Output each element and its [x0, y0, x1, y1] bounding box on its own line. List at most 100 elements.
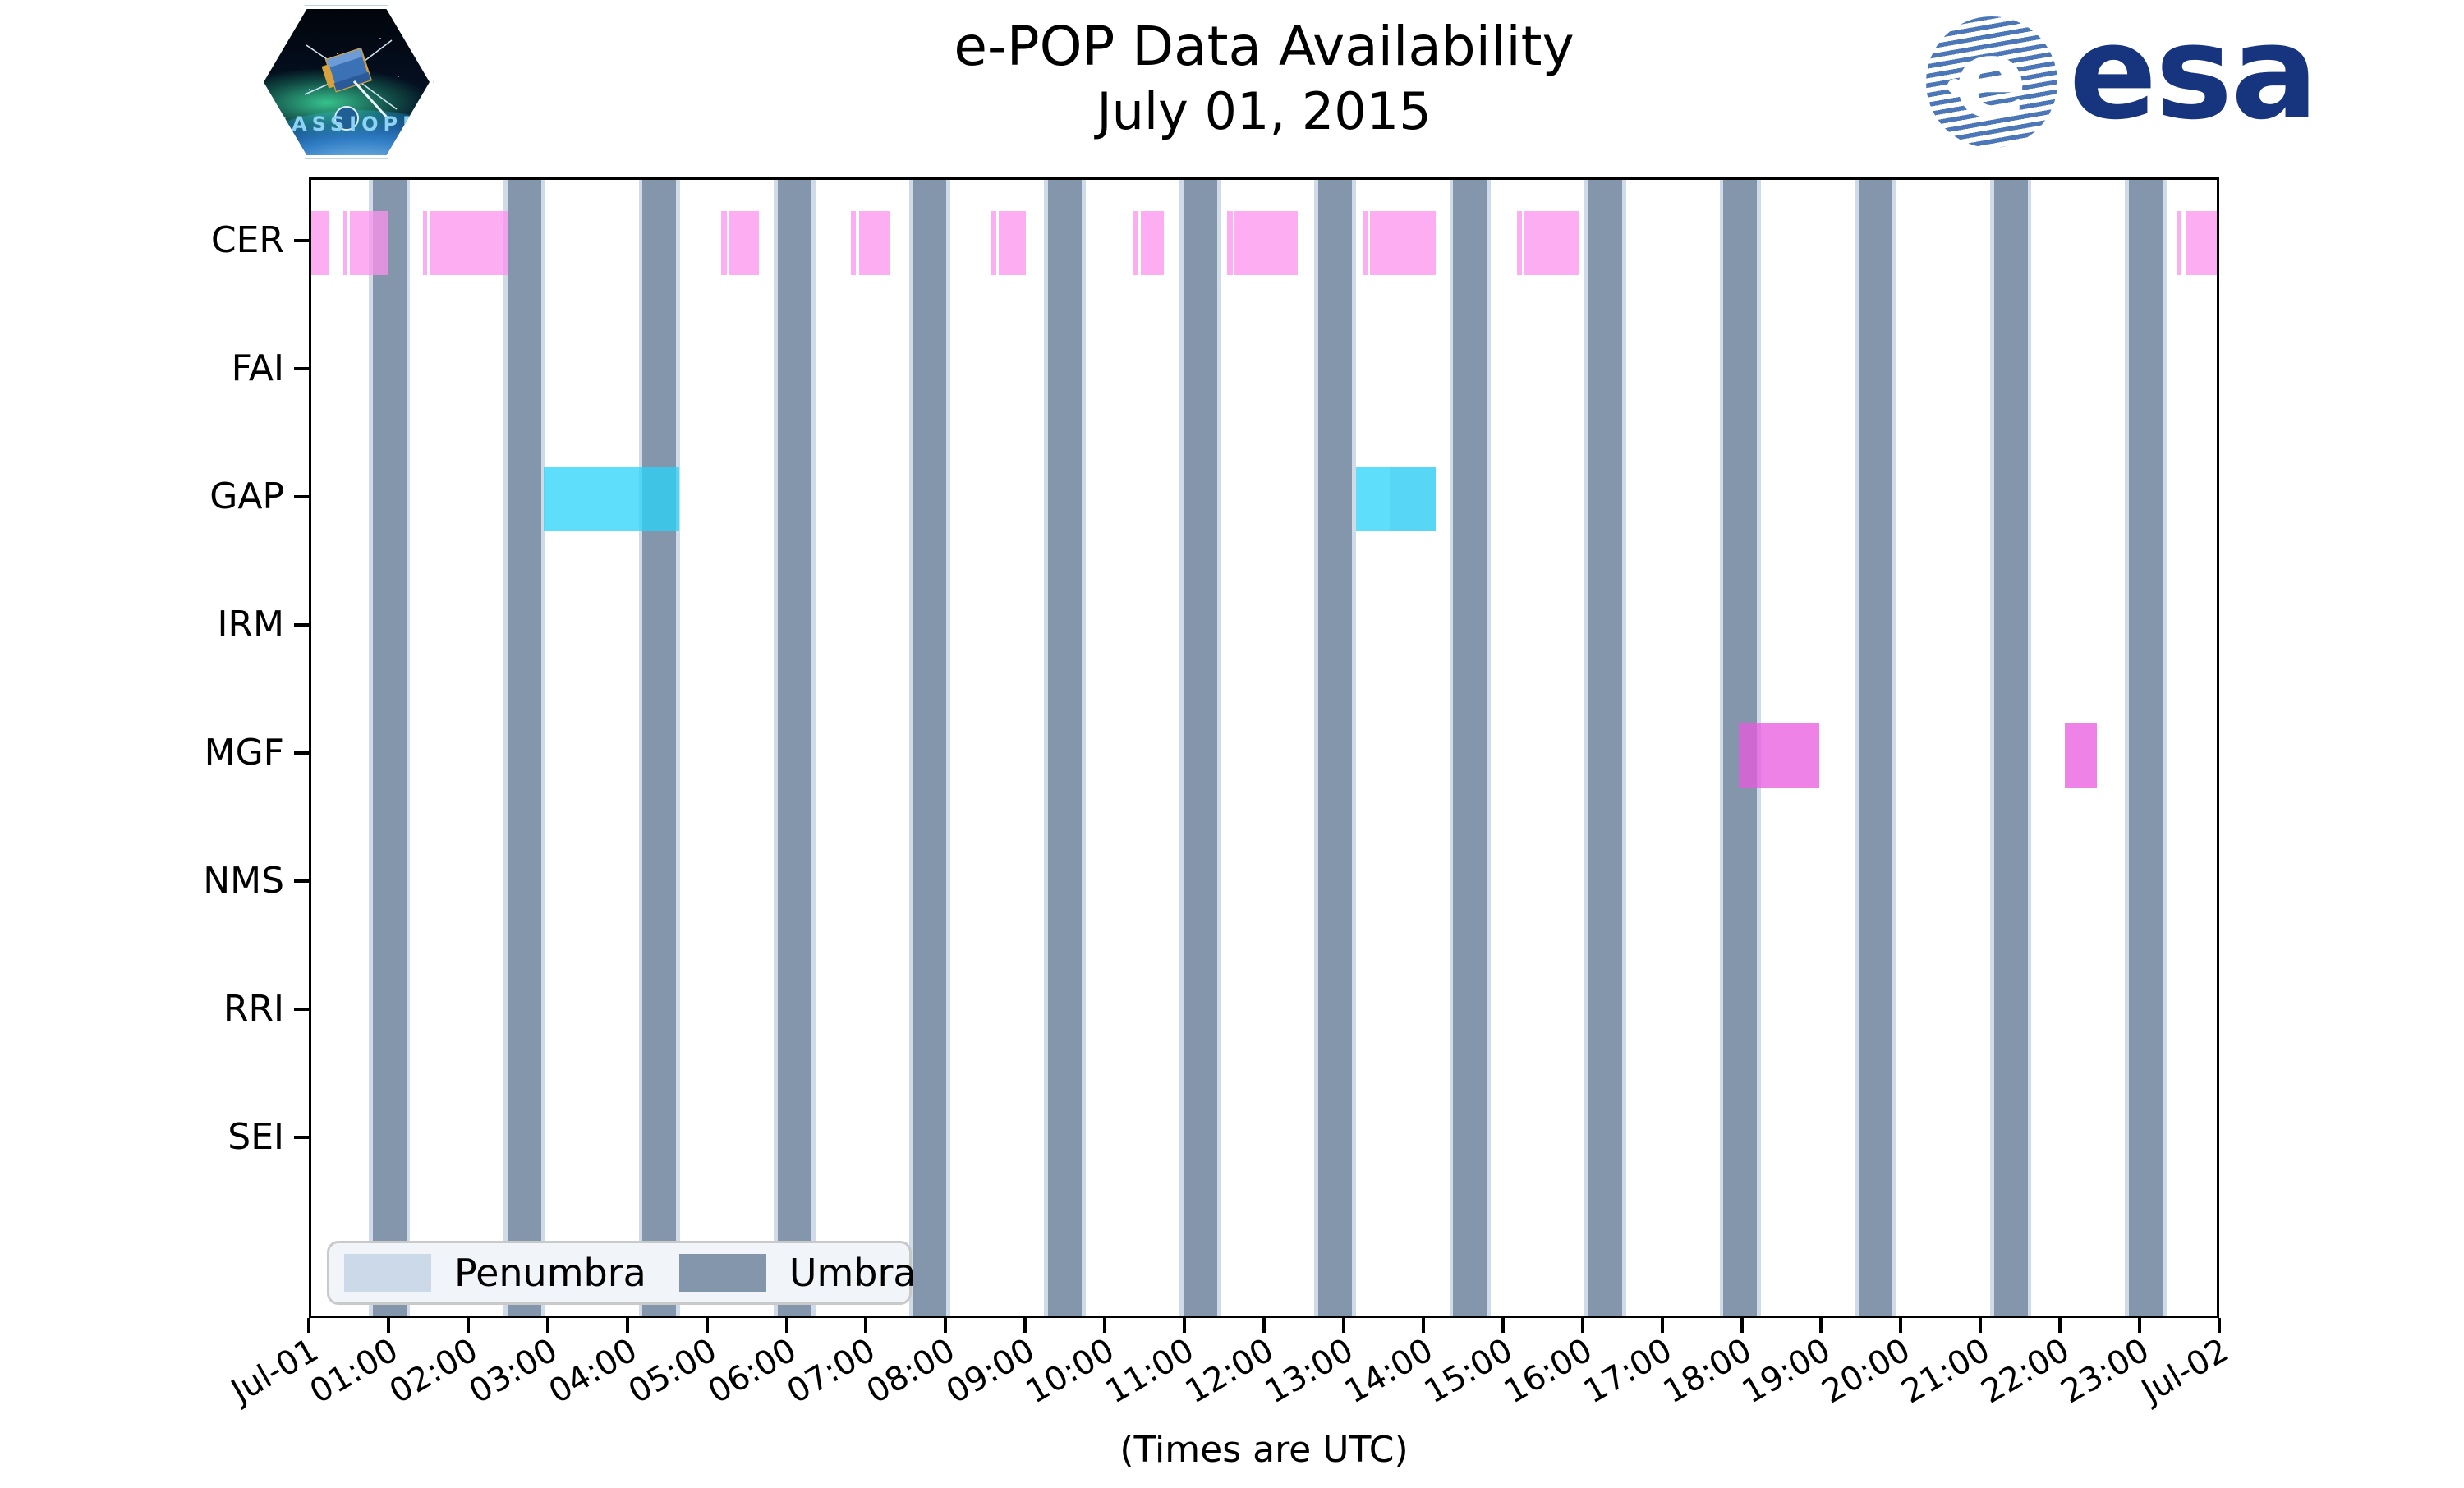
legend-label-umbra: Umbra [788, 1251, 917, 1295]
y-tick [294, 495, 309, 499]
data-bar-cer [729, 210, 759, 275]
esa-logo: e esa [1926, 0, 2319, 156]
data-bar-cer [1524, 210, 1579, 275]
penumbra-bar [811, 180, 816, 1316]
x-tick [1660, 1318, 1664, 1333]
umbra-bar [913, 180, 947, 1316]
data-bar-cer [1516, 210, 1522, 275]
data-bar-gap [543, 467, 679, 532]
penumbra-bar [1179, 180, 1184, 1316]
data-bar-cer [1234, 210, 1298, 275]
x-tick [1501, 1318, 1505, 1333]
penumbra-bar [638, 180, 643, 1316]
x-tick [2218, 1318, 2221, 1333]
x-tick [1899, 1318, 1903, 1333]
penumbra-bar [676, 180, 681, 1316]
penumbra-bar [503, 180, 508, 1316]
penumbra-bar [1989, 180, 1994, 1316]
x-tick [1023, 1318, 1027, 1333]
x-tick [1183, 1318, 1187, 1333]
y-tick-label-irm: IRM [217, 604, 284, 646]
penumbra-bar [1584, 180, 1589, 1316]
data-bar-cer [2177, 210, 2181, 275]
y-tick-label-fai: FAI [231, 347, 284, 389]
umbra-bar [507, 180, 541, 1316]
umbra-bar [1588, 180, 1622, 1316]
data-bar-cer [1132, 210, 1138, 275]
x-tick [1819, 1318, 1823, 1333]
penumbra-bar [2125, 180, 2129, 1316]
legend-swatch-penumbra [344, 1254, 431, 1292]
umbra-bar [1183, 180, 1217, 1316]
penumbra-bar [368, 180, 373, 1316]
penumbra-bar [1719, 180, 1724, 1316]
umbra-bar [1317, 180, 1352, 1316]
penumbra-bar [1216, 180, 1221, 1316]
data-bar-cer [429, 210, 508, 275]
x-tick [2058, 1318, 2062, 1333]
data-bar-cer [342, 210, 347, 275]
legend: Penumbra Umbra [327, 1241, 917, 1305]
x-tick [1262, 1318, 1266, 1333]
x-tick [864, 1318, 868, 1333]
data-bar-cer [720, 210, 727, 275]
esa-globe-icon: e [1926, 16, 2057, 148]
data-bar-cer [1140, 210, 1164, 275]
y-tick [294, 623, 309, 627]
data-bar-cer [422, 210, 427, 275]
penumbra-bar [2162, 180, 2167, 1316]
y-tick [294, 238, 309, 242]
legend-swatch-umbra [678, 1254, 766, 1292]
y-tick [294, 879, 309, 884]
data-bar-cer [1226, 210, 1233, 275]
penumbra-bar [946, 180, 951, 1316]
x-tick [1979, 1318, 1983, 1333]
data-bar-mgf [2064, 723, 2097, 788]
chart-title: e-POP Data Availability [954, 15, 1574, 78]
penumbra-bar [1449, 180, 1454, 1316]
penumbra-bar [1622, 180, 1626, 1316]
x-tick [466, 1318, 470, 1333]
penumbra-bar [406, 180, 411, 1316]
legend-label-penumbra: Penumbra [454, 1251, 646, 1295]
x-axis-label: (Times are UTC) [1119, 1429, 1409, 1471]
penumbra-bar [1351, 180, 1356, 1316]
x-tick [1740, 1318, 1744, 1333]
x-tick [307, 1318, 310, 1333]
x-tick [1421, 1318, 1425, 1333]
data-bar-gap [1355, 467, 1390, 532]
data-bar-gap [1389, 467, 1436, 532]
penumbra-bar [540, 180, 545, 1316]
y-tick-label-mgf: MGF [204, 732, 284, 774]
y-tick-label-gap: GAP [209, 475, 284, 518]
penumbra-bar [908, 180, 913, 1316]
umbra-bar [372, 180, 407, 1316]
chart-title-block: e-POP Data Availability July 01, 2015 [309, 13, 2219, 142]
x-tick [545, 1318, 549, 1333]
x-tick [1103, 1318, 1107, 1333]
esa-wordmark: esa [2069, 0, 2319, 149]
x-tick [705, 1318, 709, 1333]
data-bar-cer [311, 210, 329, 275]
plot-area: Penumbra Umbra [309, 177, 2219, 1318]
penumbra-bar [1314, 180, 1318, 1316]
data-bar-cer [991, 210, 996, 275]
data-bar-cer [1363, 210, 1368, 275]
x-tick [1580, 1318, 1584, 1333]
data-bar-cer [2185, 210, 2217, 275]
penumbra-bar [1892, 180, 1896, 1316]
penumbra-bar [2027, 180, 2032, 1316]
penumbra-bar [1081, 180, 1086, 1316]
penumbra-bar [774, 180, 779, 1316]
penumbra-bar [1855, 180, 1859, 1316]
y-tick-label-rri: RRI [223, 988, 284, 1031]
x-tick [386, 1318, 390, 1333]
patch-agency-roundel [334, 106, 359, 131]
esa-globe-star [1947, 79, 1962, 94]
data-bar-cer [858, 210, 890, 275]
data-bar-mgf [1738, 723, 1819, 788]
umbra-bar [778, 180, 811, 1316]
umbra-bar [1993, 180, 2028, 1316]
data-bar-cer [851, 210, 856, 275]
umbra-bar [642, 180, 677, 1316]
